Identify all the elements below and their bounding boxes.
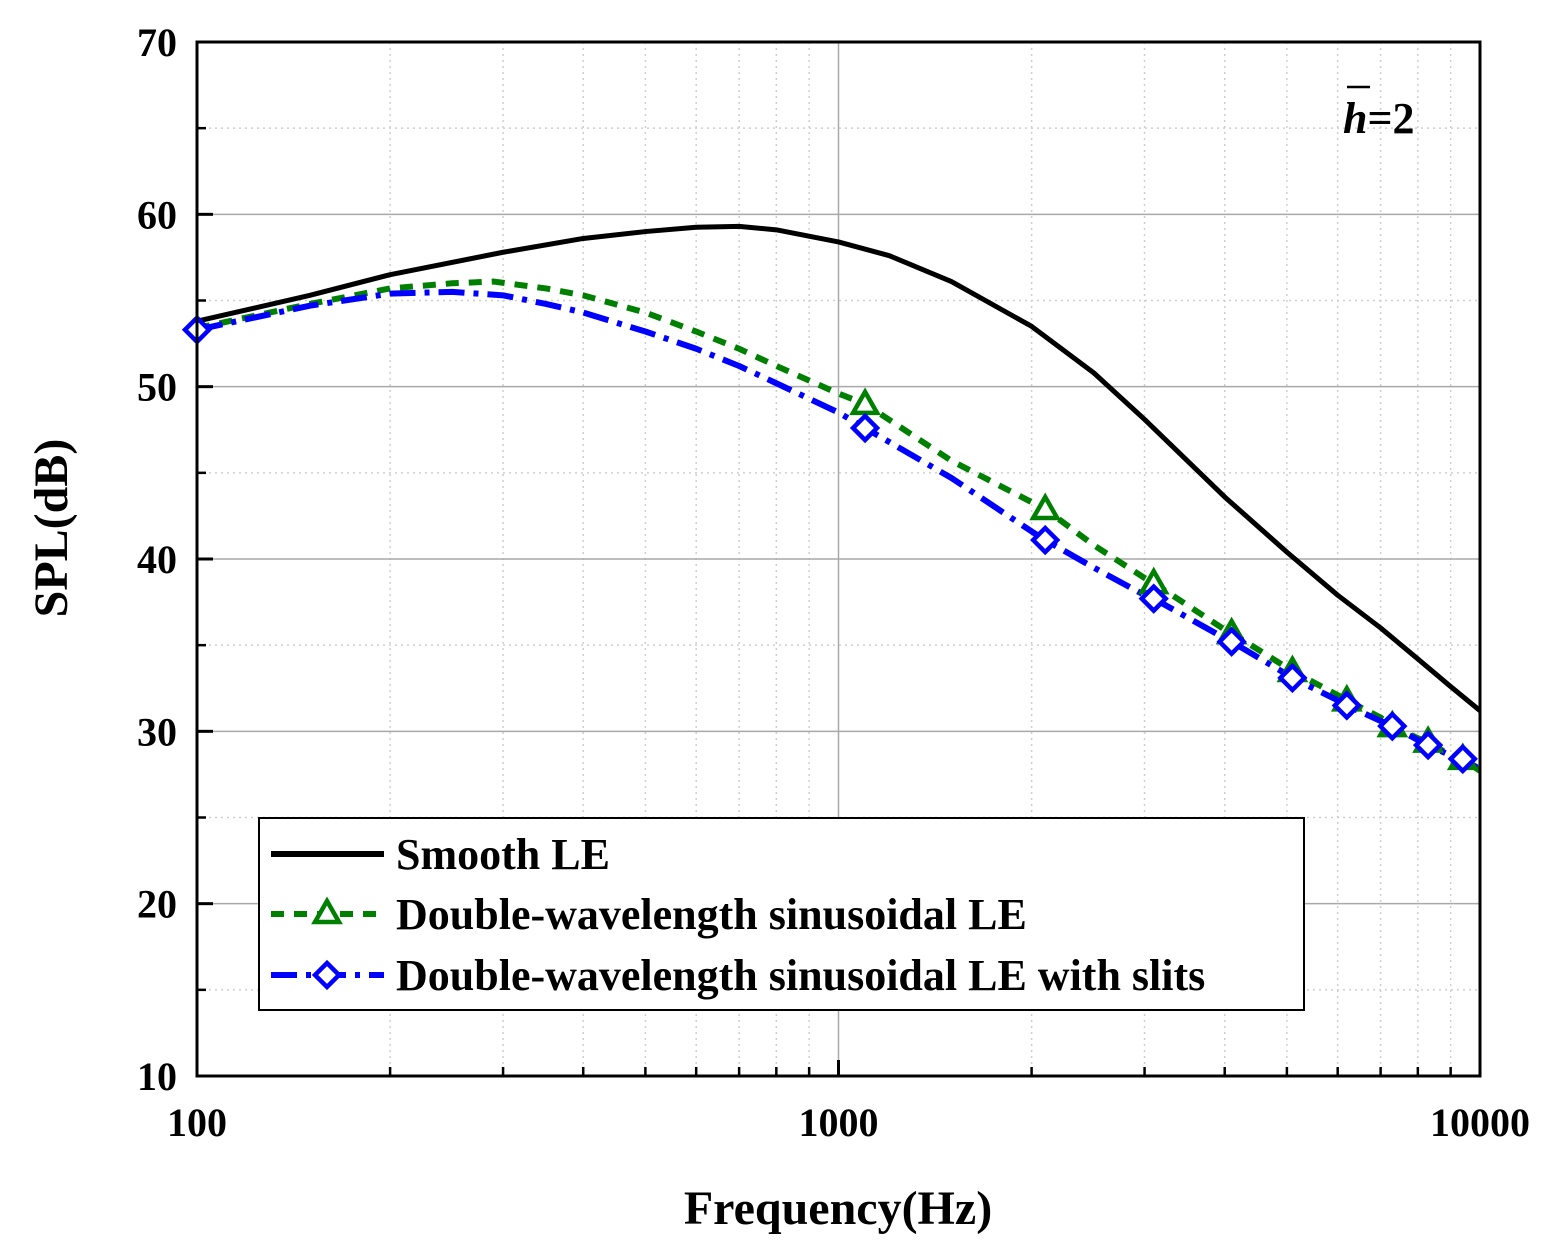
series-layer (181, 223, 1480, 775)
x-tick-label: 100 (167, 1100, 227, 1145)
annotation-symbol: h (1343, 94, 1367, 143)
legend-box (258, 817, 1305, 1011)
x-axis-title: Frequency(Hz) (684, 1182, 992, 1235)
y-tick-labels: 10 20 30 40 50 60 70 (137, 20, 177, 1099)
y-tick-label: 50 (137, 365, 177, 410)
y-tick-label: 20 (137, 882, 177, 927)
legend-label-double: Double-wavelength sinusoidal LE (396, 890, 1027, 939)
x-tick-label: 10000 (1430, 1100, 1530, 1145)
series-line-smooth-le (197, 223, 1480, 713)
y-tick-label: 70 (137, 20, 177, 65)
triangle-marker (1029, 492, 1062, 521)
legend-marker-diamond (311, 959, 343, 991)
plot-frame (195, 40, 1482, 1078)
x-tick-labels: 100 1000 10000 (167, 1100, 1530, 1145)
diamond-marker (1138, 583, 1169, 614)
h-bar-annotation: h=2 (1343, 85, 1415, 143)
diamond-marker (1277, 662, 1308, 694)
series-line-double-wavelength-sinusoidal-le-with-slits (197, 288, 1480, 772)
legend-label-smooth: Smooth LE (396, 830, 610, 879)
y-tick-label: 60 (137, 192, 177, 237)
annotation-label: h=2 (1343, 94, 1415, 143)
diamond-marker (1331, 690, 1363, 721)
diamond-marker (1030, 524, 1061, 556)
y-tick-label: 40 (137, 537, 177, 582)
diamond-marker (849, 412, 881, 444)
annotation-value: =2 (1367, 94, 1414, 143)
legend-label-slits: Double-wavelength sinusoidal LE with sli… (396, 951, 1205, 1000)
diamond-marker (1412, 729, 1444, 761)
diamond-marker (1447, 743, 1478, 775)
diamond-marker (1377, 710, 1408, 742)
legend: Smooth LE Double-wavelength sinusoidal L… (258, 817, 1305, 1011)
x-tick-label: 1000 (799, 1100, 879, 1145)
legend-marker-triangle (311, 896, 343, 925)
y-tick-label: 30 (137, 709, 177, 754)
y-axis-title: SPL(dB) (25, 439, 78, 618)
y-tick-label: 10 (137, 1054, 177, 1099)
diamond-marker (1216, 626, 1247, 657)
